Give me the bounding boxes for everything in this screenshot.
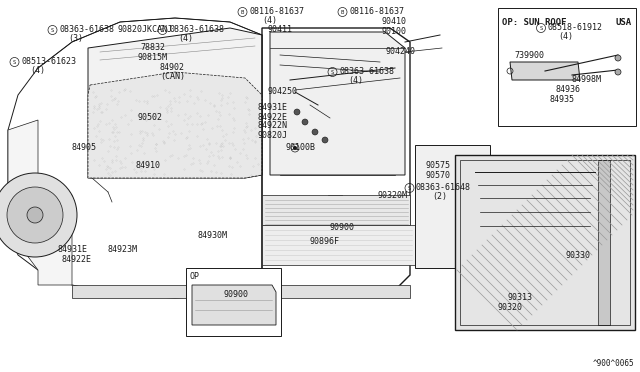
Text: 90411: 90411: [268, 26, 293, 35]
Text: 84922E: 84922E: [258, 112, 288, 122]
Text: ^900^0065: ^900^0065: [593, 359, 634, 368]
Bar: [598, 160, 610, 325]
Text: 90320M: 90320M: [378, 190, 408, 199]
Text: 90575: 90575: [425, 160, 450, 170]
Text: OP: SUN ROOF: OP: SUN ROOF: [502, 18, 566, 27]
Text: 90100: 90100: [382, 28, 407, 36]
Text: 90815M: 90815M: [138, 52, 168, 61]
Bar: [498, 8, 636, 126]
Text: 84910: 84910: [135, 160, 160, 170]
Text: 904240: 904240: [385, 48, 415, 57]
Text: (4): (4): [262, 16, 277, 26]
Polygon shape: [262, 195, 410, 225]
Text: 84931E: 84931E: [58, 246, 88, 254]
Text: 90820J: 90820J: [258, 131, 288, 140]
Text: 84922E: 84922E: [62, 256, 92, 264]
Circle shape: [27, 207, 43, 223]
Text: (2): (2): [432, 192, 447, 202]
Polygon shape: [8, 120, 72, 285]
Text: 90330: 90330: [565, 250, 590, 260]
Text: 84936: 84936: [556, 86, 581, 94]
Text: (4): (4): [30, 67, 45, 76]
Text: 84931E: 84931E: [258, 103, 288, 112]
Polygon shape: [192, 285, 276, 325]
Text: (4): (4): [178, 35, 193, 44]
Text: 90502: 90502: [138, 113, 163, 122]
Bar: [328, 195, 342, 217]
Text: 84902: 84902: [160, 64, 185, 73]
Polygon shape: [72, 285, 410, 298]
Text: 84905: 84905: [72, 144, 97, 153]
Bar: [186, 268, 281, 336]
Polygon shape: [510, 62, 580, 80]
Circle shape: [312, 129, 318, 135]
Circle shape: [615, 55, 621, 61]
Text: 78832: 78832: [140, 44, 165, 52]
Text: B: B: [341, 10, 344, 15]
Text: S: S: [408, 186, 411, 190]
Polygon shape: [88, 72, 262, 178]
Text: 84923M: 84923M: [108, 246, 138, 254]
Text: S: S: [331, 70, 334, 74]
Text: 08363-61648: 08363-61648: [416, 183, 471, 192]
Text: 90570: 90570: [425, 170, 450, 180]
Text: S: S: [13, 60, 16, 64]
Polygon shape: [88, 28, 262, 178]
Text: S: S: [540, 26, 543, 31]
Text: 08363-61638: 08363-61638: [59, 26, 114, 35]
Text: 90900: 90900: [330, 224, 355, 232]
Text: 08363-61638: 08363-61638: [169, 26, 224, 35]
Text: 08363-61638: 08363-61638: [339, 67, 394, 77]
Text: 08116-81637: 08116-81637: [349, 7, 404, 16]
Text: 08513-61623: 08513-61623: [21, 58, 76, 67]
Circle shape: [322, 137, 328, 143]
Text: 90820JKCANJ: 90820JKCANJ: [118, 26, 173, 35]
Polygon shape: [262, 225, 415, 265]
Text: 84935: 84935: [550, 96, 575, 105]
Text: 08116-81637: 08116-81637: [249, 7, 304, 16]
Text: 739900: 739900: [514, 51, 544, 60]
Polygon shape: [415, 145, 490, 268]
Text: USA: USA: [616, 18, 632, 27]
Text: (3): (3): [68, 35, 83, 44]
Polygon shape: [270, 32, 405, 175]
Text: S: S: [51, 28, 54, 32]
Text: 08518-61912: 08518-61912: [548, 23, 603, 32]
Text: 84930M: 84930M: [198, 231, 228, 240]
Text: (CAN): (CAN): [160, 73, 185, 81]
Text: 84998M: 84998M: [572, 76, 602, 84]
Text: 90313: 90313: [508, 294, 533, 302]
Text: S: S: [161, 28, 164, 32]
Text: 90320: 90320: [498, 304, 523, 312]
Circle shape: [293, 146, 297, 150]
Polygon shape: [455, 155, 635, 330]
Text: 84922N: 84922N: [258, 122, 288, 131]
Text: 904250: 904250: [268, 87, 298, 96]
Circle shape: [294, 109, 300, 115]
Text: B: B: [241, 10, 244, 15]
Text: 90896F: 90896F: [310, 237, 340, 247]
Text: 90410: 90410: [382, 16, 407, 26]
Circle shape: [7, 187, 63, 243]
Circle shape: [0, 173, 77, 257]
Text: OP: OP: [189, 272, 199, 281]
Text: (4): (4): [558, 32, 573, 42]
Text: 90900: 90900: [224, 290, 249, 299]
Text: 90100B: 90100B: [285, 144, 315, 153]
Circle shape: [302, 119, 308, 125]
Text: (4): (4): [348, 77, 363, 86]
Circle shape: [615, 69, 621, 75]
